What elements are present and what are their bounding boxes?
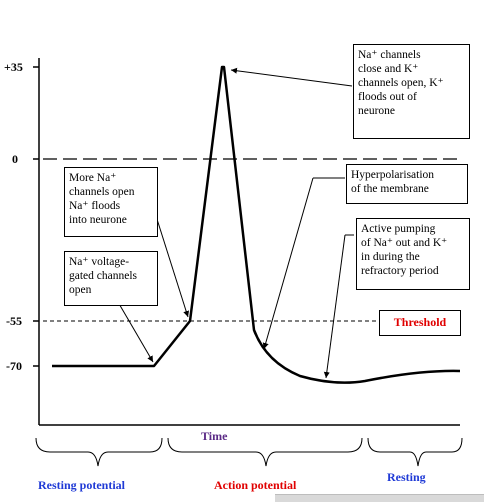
annotation-line: channels open [69,186,135,198]
arrow-hyperpolarisation-2 [262,177,314,350]
phase-resting: Resting [387,470,426,484]
phase-action-potential: Action potential [214,478,297,492]
annotation-na-close: Na⁺ channels close and K⁺ channels open,… [353,44,470,139]
arrow-active-pumping-2 [323,234,346,379]
brace-resting2 [367,437,463,467]
annotation-line: into neurone [69,214,127,226]
annotation-line: More Na⁺ [69,172,117,184]
annotation-line: gated channels [69,270,138,282]
arrow-na-close [230,67,353,87]
annotation-line: refractory period [361,265,439,277]
annotation-line: in during the [361,251,420,263]
annotation-line: floods out of [358,91,417,103]
annotation-line: Na⁺ floods [69,200,121,212]
brace-resting1 [35,437,163,467]
annotation-line: Na⁺ channels [358,49,421,61]
annotation-more-na: More Na⁺ channels open Na⁺ floods into n… [64,167,158,237]
arrow-na-voltage [117,301,154,363]
phase-resting-potential: Resting potential [38,478,125,492]
annotation-line: of the membrane [351,183,429,195]
annotation-line: channels open, K⁺ [358,77,444,89]
action-potential-curve [52,65,461,384]
annotation-na-voltage: Na⁺ voltage- gated channels open [64,251,158,306]
brace-action [167,437,363,467]
x-axis-title: Time [201,429,228,443]
threshold-label: Threshold [379,310,461,336]
annotation-line: Active pumping [361,223,436,235]
annotation-hyperpolarisation: Hyperpolarisation of the membrane [346,164,468,204]
annotation-line: Hyperpolarisation [351,169,435,181]
annotation-line: open [69,284,92,296]
tick-label-minus55: -55 [6,314,22,328]
annotation-line: close and K⁺ [358,63,419,75]
annotation-line: of Na⁺ out and K⁺ [361,237,448,249]
annotation-line: Na⁺ voltage- [69,256,130,268]
annotation-line: neurone [358,105,396,117]
scrollbar-track[interactable] [275,494,484,502]
tick-label-plus35: +35 [4,60,23,74]
annotation-active-pumping: Active pumping of Na⁺ out and K⁺ in duri… [356,218,470,290]
arrow-more-na [155,215,190,318]
tick-label-minus70: -70 [6,359,22,373]
tick-label-zero: 0 [12,152,18,166]
